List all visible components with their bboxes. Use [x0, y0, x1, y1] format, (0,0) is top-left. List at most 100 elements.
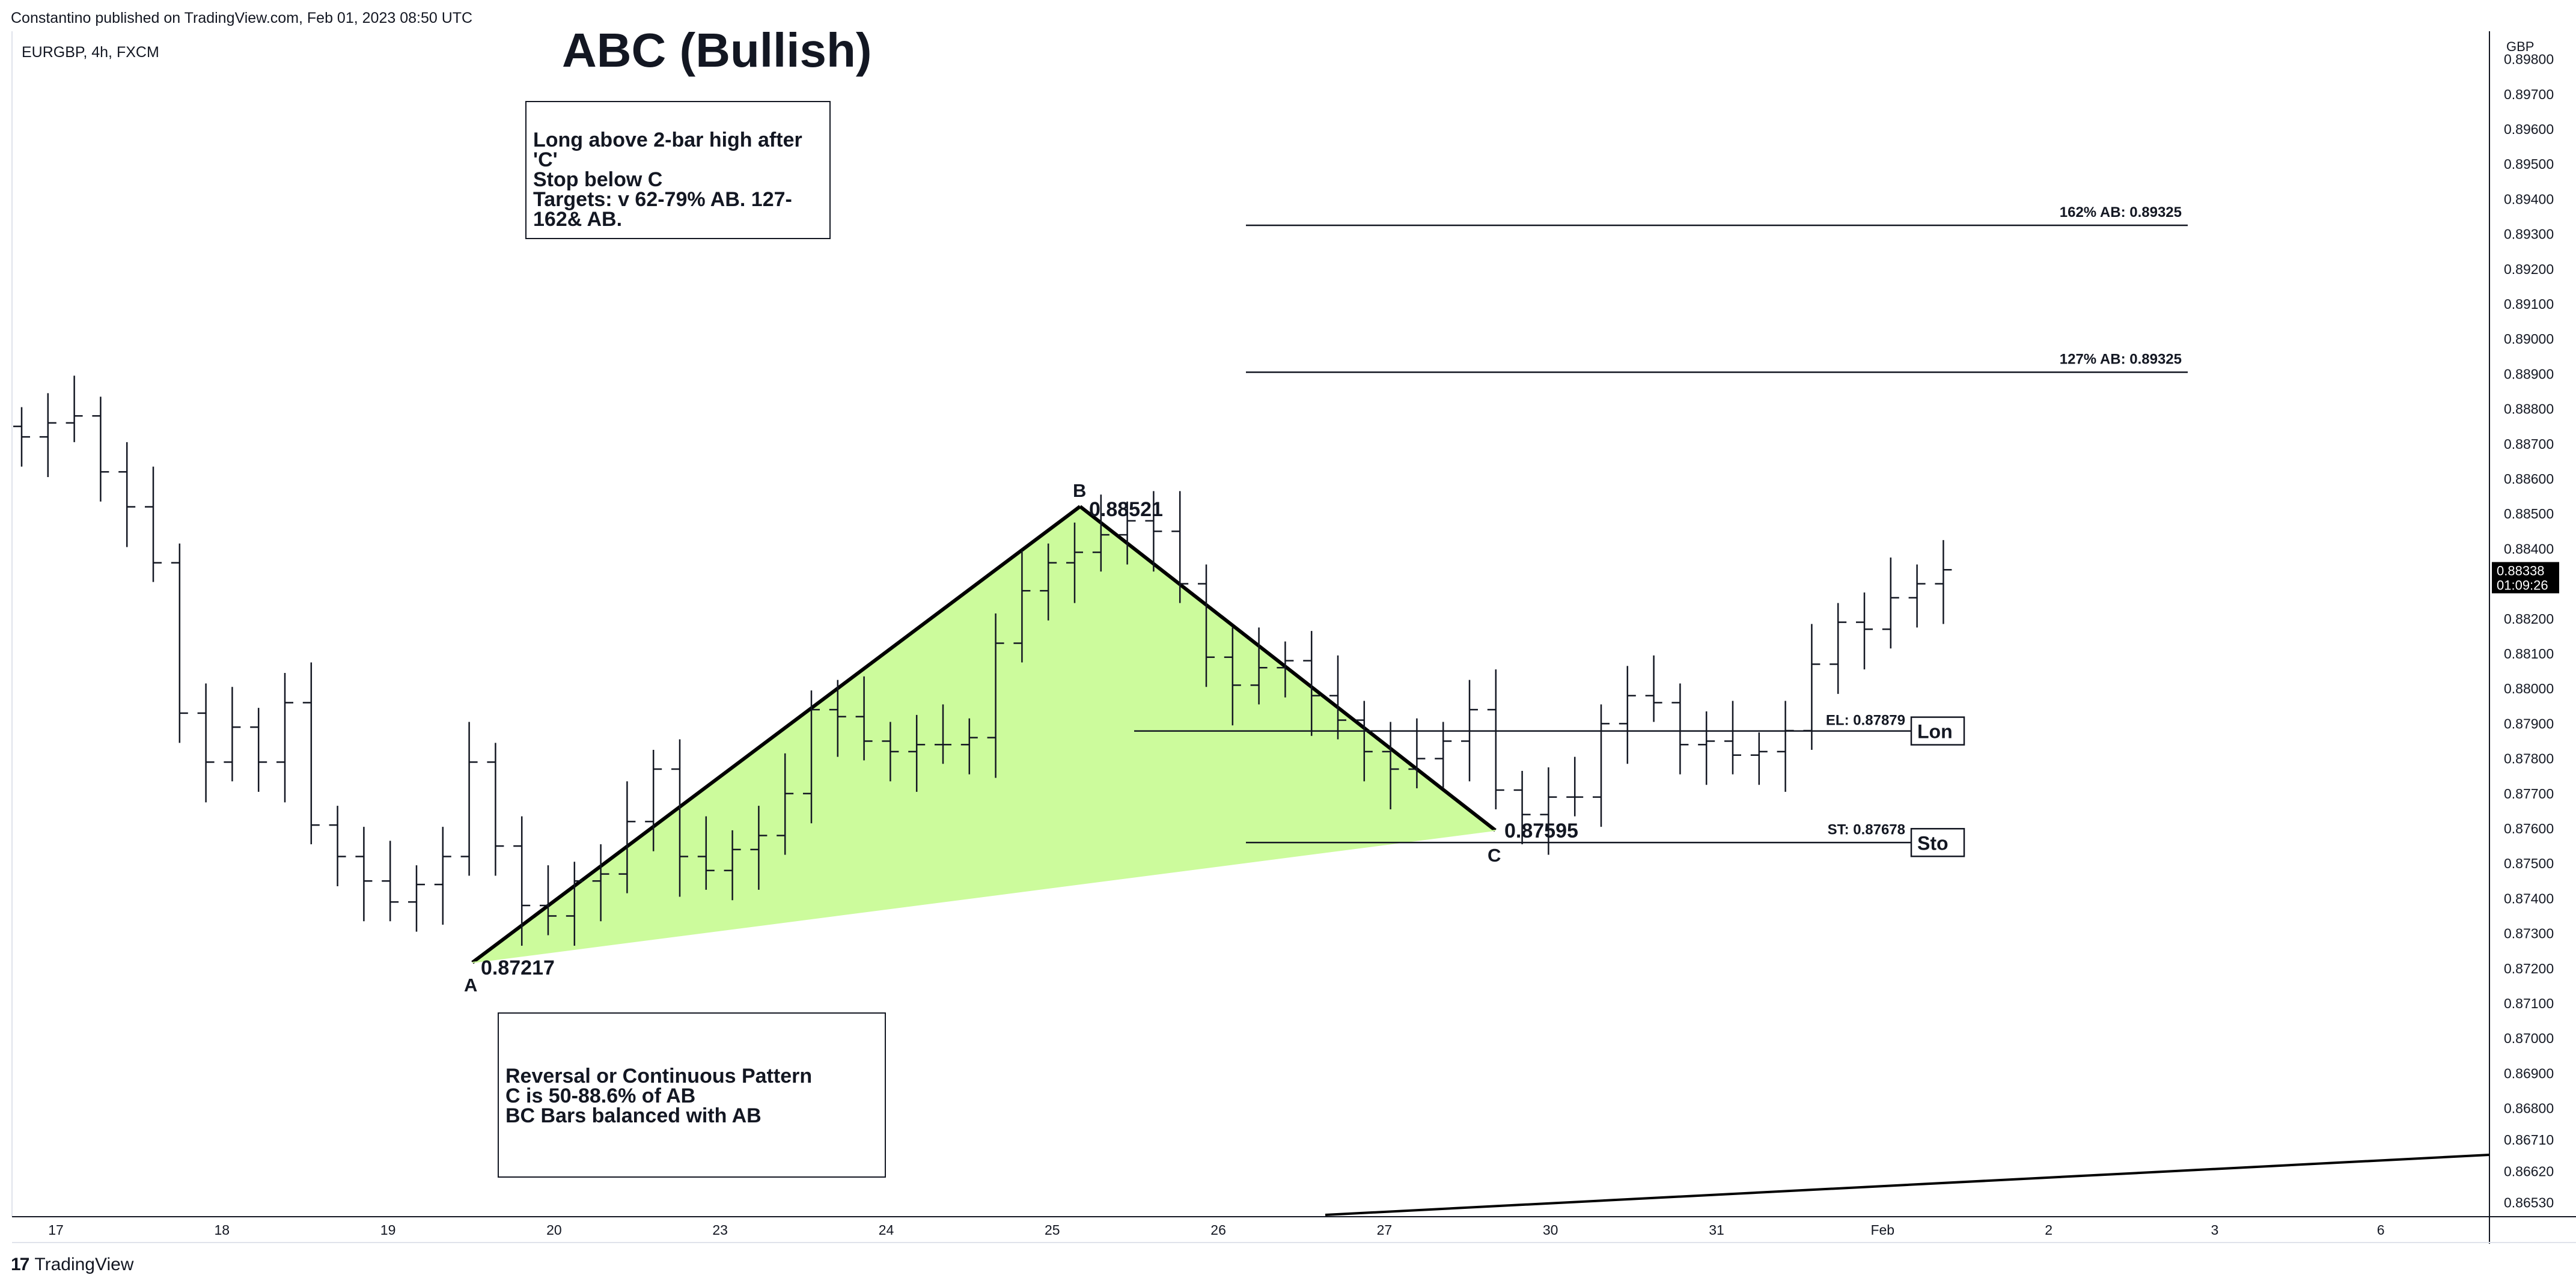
ohlc-bar: [882, 722, 899, 782]
ohlc-bar: [960, 718, 978, 774]
x-tick-label: Feb: [1870, 1222, 1894, 1238]
ohlc-bar: [1461, 680, 1478, 782]
y-tick-label: 0.86900: [2504, 1065, 2554, 1081]
ohlc-bar: [1435, 722, 1452, 789]
y-tick-label: 0.88600: [2504, 471, 2554, 487]
y-tick-label: 0.89600: [2504, 121, 2554, 137]
y-tick-label: 0.87200: [2504, 961, 2554, 976]
ohlc-bar: [1119, 501, 1136, 565]
y-tick-label: 0.88500: [2504, 506, 2554, 522]
ohlc-bar: [1329, 655, 1346, 740]
ohlc-bar: [697, 816, 715, 890]
y-tick-label: 0.87000: [2504, 1030, 2554, 1046]
tradingview-brand: TradingView: [34, 1255, 134, 1274]
y-tick-label: 0.87100: [2504, 996, 2554, 1011]
x-tick-label: 19: [380, 1222, 396, 1238]
point-b-value: 0.88521: [1089, 498, 1163, 521]
ab-leg: [471, 505, 1081, 964]
x-tick-label: 26: [1210, 1222, 1226, 1238]
ohlc-bar: [1224, 627, 1241, 726]
ohlc-bar: [1803, 624, 1821, 750]
ohlc-bar: [1750, 732, 1768, 785]
time-axis[interactable]: 17 18 19 20 23 24 25 26 27 30 31 Feb 2 3 6: [48, 1222, 2384, 1238]
ohlc-bar: [382, 841, 399, 922]
ohlc-bar: [460, 722, 478, 876]
y-tick-label: 0.88900: [2504, 366, 2554, 382]
reference-line-label: 127% AB: 0.89325: [2060, 351, 2182, 367]
bc-leg: [1079, 505, 1497, 832]
ohlc-bar: [1382, 722, 1399, 809]
rules-note-box[interactable]: Long above 2-bar high after 'C' Stop bel…: [525, 101, 831, 239]
point-a-value: 0.87217: [481, 957, 555, 979]
y-tick-label: 0.88000: [2504, 681, 2554, 696]
ohlc-bar: [618, 781, 636, 893]
order-tag-label: Sto: [1917, 832, 1949, 854]
ohlc-bar: [118, 442, 136, 547]
y-tick-label: 0.89100: [2504, 296, 2554, 312]
ohlc-bar: [1040, 543, 1057, 621]
tradingview-logo[interactable]: 17 TradingView: [11, 1255, 133, 1275]
ohlc-bar: [487, 743, 504, 876]
current-price-value: 0.88338: [2497, 563, 2545, 578]
reference-line-label: ST: 0.87678: [1828, 821, 1905, 838]
y-tick-label: 0.89000: [2504, 331, 2554, 347]
x-tick-label: 18: [215, 1222, 230, 1238]
ohlc-bar: [987, 613, 1004, 778]
y-tick-label: 0.87900: [2504, 716, 2554, 731]
ohlc-bar: [513, 816, 531, 946]
x-tick-label: 20: [546, 1222, 562, 1238]
y-tick-label: 0.86620: [2504, 1163, 2554, 1179]
y-tick-label: 0.89500: [2504, 156, 2554, 172]
symbol-info[interactable]: EURGBP, 4h, FXCM: [22, 44, 159, 61]
y-tick-label: 0.89200: [2504, 261, 2554, 277]
ohlc-bar: [276, 672, 293, 803]
pattern-note-line: BC Bars balanced with AB: [505, 1104, 762, 1127]
pattern-note-box[interactable]: Reversal or Continuous Pattern C is 50-8…: [498, 1012, 886, 1178]
ac-edge: [472, 829, 1496, 963]
ohlc-bar: [803, 690, 820, 824]
ohlc-bar: [39, 393, 56, 478]
x-tick-label: 23: [712, 1222, 728, 1238]
ohlc-bar: [1777, 701, 1794, 792]
axis-frame: [11, 31, 2576, 1244]
ohlc-bar: [1566, 756, 1584, 817]
ohlc-bar: [1277, 641, 1294, 698]
ohlc-bar: [1066, 522, 1083, 603]
y-tick-label: 0.86710: [2504, 1132, 2554, 1148]
x-tick-label: 31: [1709, 1222, 1724, 1238]
ohlc-bar: [855, 676, 873, 761]
point-c-label: C: [1488, 845, 1501, 866]
order-tag-box: [1910, 716, 1965, 746]
abc-pattern: [471, 505, 2490, 1216]
x-tick-label: 25: [1045, 1222, 1060, 1238]
y-tick-label: 0.87300: [2504, 926, 2554, 942]
ohlc-bar: [224, 687, 241, 782]
y-tick-label: 0.87800: [2504, 751, 2554, 767]
ohlc-bar: [1619, 666, 1636, 764]
ohlc-bar: [1145, 491, 1162, 572]
ohlc-bar: [1908, 564, 1926, 628]
order-tag-box: [1910, 828, 1965, 857]
ohlc-bar: [1698, 711, 1715, 785]
ohlc-bar: [777, 753, 794, 855]
ohlc-bar: [671, 739, 688, 897]
ohlc-bar: [566, 862, 583, 946]
ohlc-bar: [1830, 603, 1847, 694]
ohlc-bar: [1303, 631, 1320, 736]
ohlc-bar: [1645, 655, 1662, 722]
y-tick-label: 0.88200: [2504, 611, 2554, 627]
ohlc-bar: [329, 806, 346, 887]
ohlc-bars: [13, 376, 1952, 946]
point-b-label: B: [1073, 480, 1086, 501]
x-tick-label: 27: [1377, 1222, 1393, 1238]
reference-lines: 162% AB: 0.89325 127% AB: 0.89325 EL: 0.87…: [1134, 204, 2188, 857]
y-tick-label: 0.89700: [2504, 87, 2554, 102]
ohlc-bar: [1408, 718, 1426, 789]
ohlc-bar: [1355, 701, 1373, 782]
y-tick-label: 0.87500: [2504, 856, 2554, 871]
trend-line: [1325, 1154, 2490, 1216]
ohlc-bar: [1513, 770, 1531, 845]
ohlc-bar: [1092, 494, 1109, 572]
